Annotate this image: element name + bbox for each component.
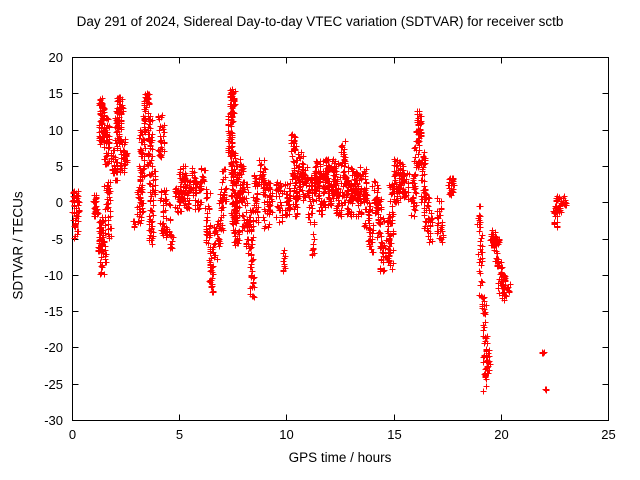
y-tick-label: 5 (56, 159, 63, 174)
y-tick-label: 15 (49, 86, 63, 101)
y-tick-label: -15 (44, 304, 63, 319)
axis-ticks (72, 57, 609, 421)
x-tick-label: 0 (69, 427, 76, 442)
y-tick-label: -5 (51, 232, 63, 247)
x-tick-label: 15 (387, 427, 401, 442)
scatter-points (69, 86, 570, 395)
y-tick-label: -25 (44, 377, 63, 392)
x-axis-label: GPS time / hours (288, 450, 392, 465)
y-tick-label: -30 (44, 413, 63, 428)
x-tick-label: 5 (176, 427, 183, 442)
y-tick-label: 20 (49, 50, 63, 65)
x-tick-label: 25 (601, 427, 615, 442)
y-tick-label: -20 (44, 340, 63, 355)
chart-title: Day 291 of 2024, Sidereal Day-to-day VTE… (76, 14, 564, 29)
x-tick-label: 20 (494, 427, 508, 442)
y-tick-label: -10 (44, 268, 63, 283)
y-tick-label: 0 (56, 195, 63, 210)
y-tick-label: 10 (49, 123, 63, 138)
x-tick-label: 10 (279, 427, 293, 442)
